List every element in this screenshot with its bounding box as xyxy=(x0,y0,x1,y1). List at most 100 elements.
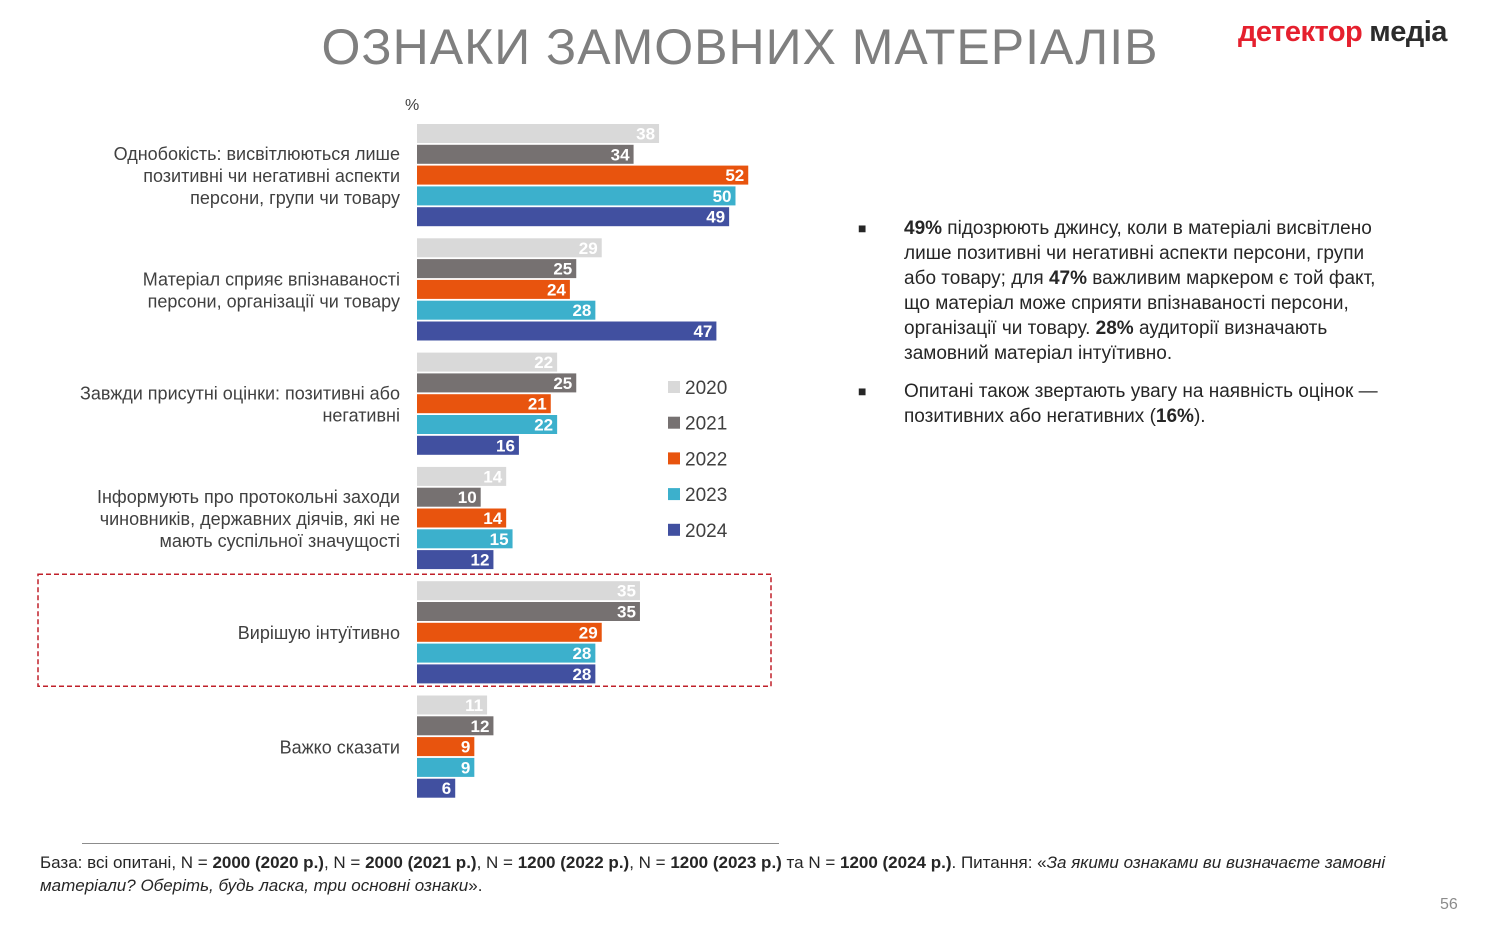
square-bullet-icon: ■ xyxy=(858,383,867,399)
data-label: 25 xyxy=(553,260,572,279)
footer-divider xyxy=(82,843,779,844)
text-segment: та N = xyxy=(781,853,840,872)
legend-label: 2024 xyxy=(685,521,728,542)
data-label: 15 xyxy=(490,530,509,549)
data-label: 28 xyxy=(572,644,591,663)
page-title: ОЗНАКИ ЗАМОВНИХ МАТЕРІАЛІВ xyxy=(321,19,1159,75)
text-segment: , N = xyxy=(629,853,671,872)
finding-text-2: Опитані також звертають увагу на наявніс… xyxy=(904,381,1378,427)
finding-bullet-1: ■ 49% підозрюють джинсу, коли в матеріалі… xyxy=(858,216,1378,366)
category-label: Матеріал сприяє впізнаваності xyxy=(143,269,400,289)
brand-logo: детектор медіа xyxy=(1238,16,1447,49)
bar xyxy=(417,529,513,549)
bar xyxy=(417,664,596,684)
category-label: персони, групи чи товару xyxy=(190,188,400,208)
text-segment: , N = xyxy=(476,853,518,872)
bar xyxy=(417,643,596,663)
data-label: 21 xyxy=(528,395,547,414)
bar xyxy=(417,435,519,455)
text-segment: База: всі опитані, N = xyxy=(40,853,213,872)
category-label: Вирішую інтуїтивно xyxy=(238,623,400,643)
square-bullet-icon: ■ xyxy=(858,220,867,236)
data-label: 16 xyxy=(496,436,515,455)
bar xyxy=(417,321,717,341)
text-segment: , N = xyxy=(323,853,366,872)
category-label: Однобокість: висвітлюються лише xyxy=(114,144,400,164)
bar xyxy=(417,508,507,528)
page-number: 56 xyxy=(1440,896,1458,913)
text-segment: ). xyxy=(1193,406,1206,427)
highlight-box xyxy=(37,573,772,687)
data-label: 10 xyxy=(458,488,477,507)
bar xyxy=(417,695,488,715)
data-label: 25 xyxy=(553,374,572,393)
text-segment: 2000 (2020 р.) xyxy=(212,853,324,872)
bar xyxy=(417,124,660,143)
bar xyxy=(417,207,730,227)
data-label: 9 xyxy=(461,758,470,777)
data-label: 35 xyxy=(617,603,636,622)
key-findings: ■ 49% підозрюють джинсу, коли в матеріалі… xyxy=(858,216,1378,442)
text-segment: 49% xyxy=(904,218,943,239)
bar xyxy=(417,716,494,736)
text-segment: 2000 (2021 р.) xyxy=(365,853,477,872)
bar xyxy=(417,487,481,507)
legend-swatch xyxy=(668,488,680,501)
text-segment: 16% xyxy=(1155,406,1194,427)
data-label: 38 xyxy=(636,125,655,144)
footnote-base: База: всі опитані, N = 2000 (2020 р.), N… xyxy=(40,851,1420,897)
category-label: Інформують про протокольні заходи xyxy=(97,487,400,507)
text-segment: важливим маркером є той факт, що матеріа… xyxy=(904,268,1376,339)
data-label: 52 xyxy=(725,166,744,185)
category-label: чиновників, державних діячів, які не xyxy=(100,509,400,529)
data-label: 47 xyxy=(693,322,712,341)
text-segment: 47% xyxy=(1048,268,1087,289)
category-label: мають суспільної значущості xyxy=(159,531,400,551)
bar xyxy=(417,394,551,414)
text-segment: . Питання: « xyxy=(951,853,1047,872)
unit-label: % xyxy=(405,97,419,114)
data-label: 24 xyxy=(547,280,566,299)
text-segment: 1200 (2024 р.) xyxy=(839,853,952,872)
data-label: 12 xyxy=(471,717,490,736)
category-label: персони, організації чи товару xyxy=(148,291,400,311)
logo-part-media: медіа xyxy=(1369,16,1447,48)
text-segment: 28% xyxy=(1095,318,1134,339)
bar xyxy=(417,300,596,320)
bar xyxy=(417,622,602,642)
legend-swatch xyxy=(668,416,680,429)
bar xyxy=(417,466,507,486)
data-label: 22 xyxy=(534,416,553,435)
finding-text-1: 49% підозрюють джинсу, коли в матеріалі … xyxy=(904,218,1375,364)
bar xyxy=(417,279,570,299)
bar xyxy=(417,352,558,372)
data-label: 14 xyxy=(483,509,502,528)
data-label: 11 xyxy=(465,696,483,715)
category-label: позитивні чи негативні аспекти xyxy=(143,166,400,186)
bar xyxy=(417,602,640,621)
bar xyxy=(417,165,749,185)
legend-swatch xyxy=(668,523,680,536)
legend-label: 2023 xyxy=(685,485,727,506)
bar xyxy=(417,259,577,279)
data-label: 28 xyxy=(572,301,591,320)
text-segment: За якими ознаками ви визначаєте замовні … xyxy=(40,853,1386,895)
data-label: 12 xyxy=(471,551,490,570)
legend-label: 2020 xyxy=(685,378,727,399)
text-segment: 1200 (2022 р.) xyxy=(517,853,630,872)
text-segment: аудиторії визначають замовний матеріал і… xyxy=(904,318,1328,364)
category-label: Важко сказати xyxy=(280,738,400,758)
text-segment: ». xyxy=(468,876,483,895)
bar xyxy=(417,144,634,164)
data-label: 50 xyxy=(713,187,732,206)
data-label: 9 xyxy=(461,738,470,757)
data-label: 29 xyxy=(579,239,598,258)
legend-swatch xyxy=(668,452,680,465)
bar xyxy=(417,550,494,570)
bar xyxy=(417,238,602,258)
bar xyxy=(417,757,475,777)
text-segment: Опитані також звертають увагу на наявніс… xyxy=(904,381,1378,427)
data-label: 22 xyxy=(534,353,553,372)
bar xyxy=(417,373,577,393)
data-label: 28 xyxy=(572,665,591,684)
